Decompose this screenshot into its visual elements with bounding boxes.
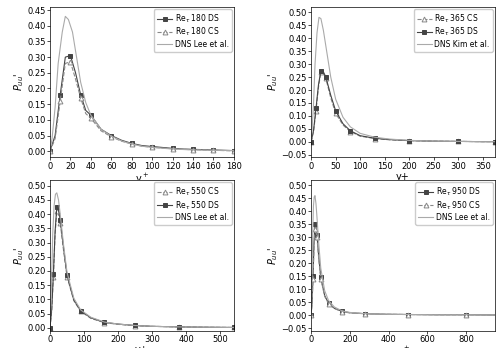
X-axis label: y$^+$: y$^+$ xyxy=(135,172,149,187)
Text: a.   Re$_\tau$=180: a. Re$_\tau$=180 xyxy=(106,200,178,213)
Text: b.   Re$_\tau$=365: b. Re$_\tau$=365 xyxy=(367,200,439,213)
Legend: Re$_\tau$ 950 DS, Re$_\tau$ 950 CS, DNS Lee et al.: Re$_\tau$ 950 DS, Re$_\tau$ 950 CS, DNS … xyxy=(415,182,492,225)
Y-axis label: $P_{uu}$': $P_{uu}$' xyxy=(12,246,26,264)
Legend: Re$_\tau$ 365 CS, Re$_\tau$ 365 DS, DNS Kim et al.: Re$_\tau$ 365 CS, Re$_\tau$ 365 DS, DNS … xyxy=(414,9,492,52)
Y-axis label: $P_{uu}$': $P_{uu}$' xyxy=(266,246,280,264)
Legend: Re$_\tau$ 550 CS, Re$_\tau$ 550 DS, DNS Lee et al.: Re$_\tau$ 550 CS, Re$_\tau$ 550 DS, DNS … xyxy=(154,182,232,225)
Y-axis label: $P_{uu}$': $P_{uu}$' xyxy=(266,73,280,92)
X-axis label: y+: y+ xyxy=(396,172,410,182)
Y-axis label: $P_{uu}$': $P_{uu}$' xyxy=(12,73,26,92)
X-axis label: y+: y+ xyxy=(135,345,149,348)
X-axis label: y$^+$: y$^+$ xyxy=(396,345,410,348)
Legend: Re$_\tau$ 180 DS, Re$_\tau$ 180 CS, DNS Lee et al.: Re$_\tau$ 180 DS, Re$_\tau$ 180 CS, DNS … xyxy=(154,9,232,52)
